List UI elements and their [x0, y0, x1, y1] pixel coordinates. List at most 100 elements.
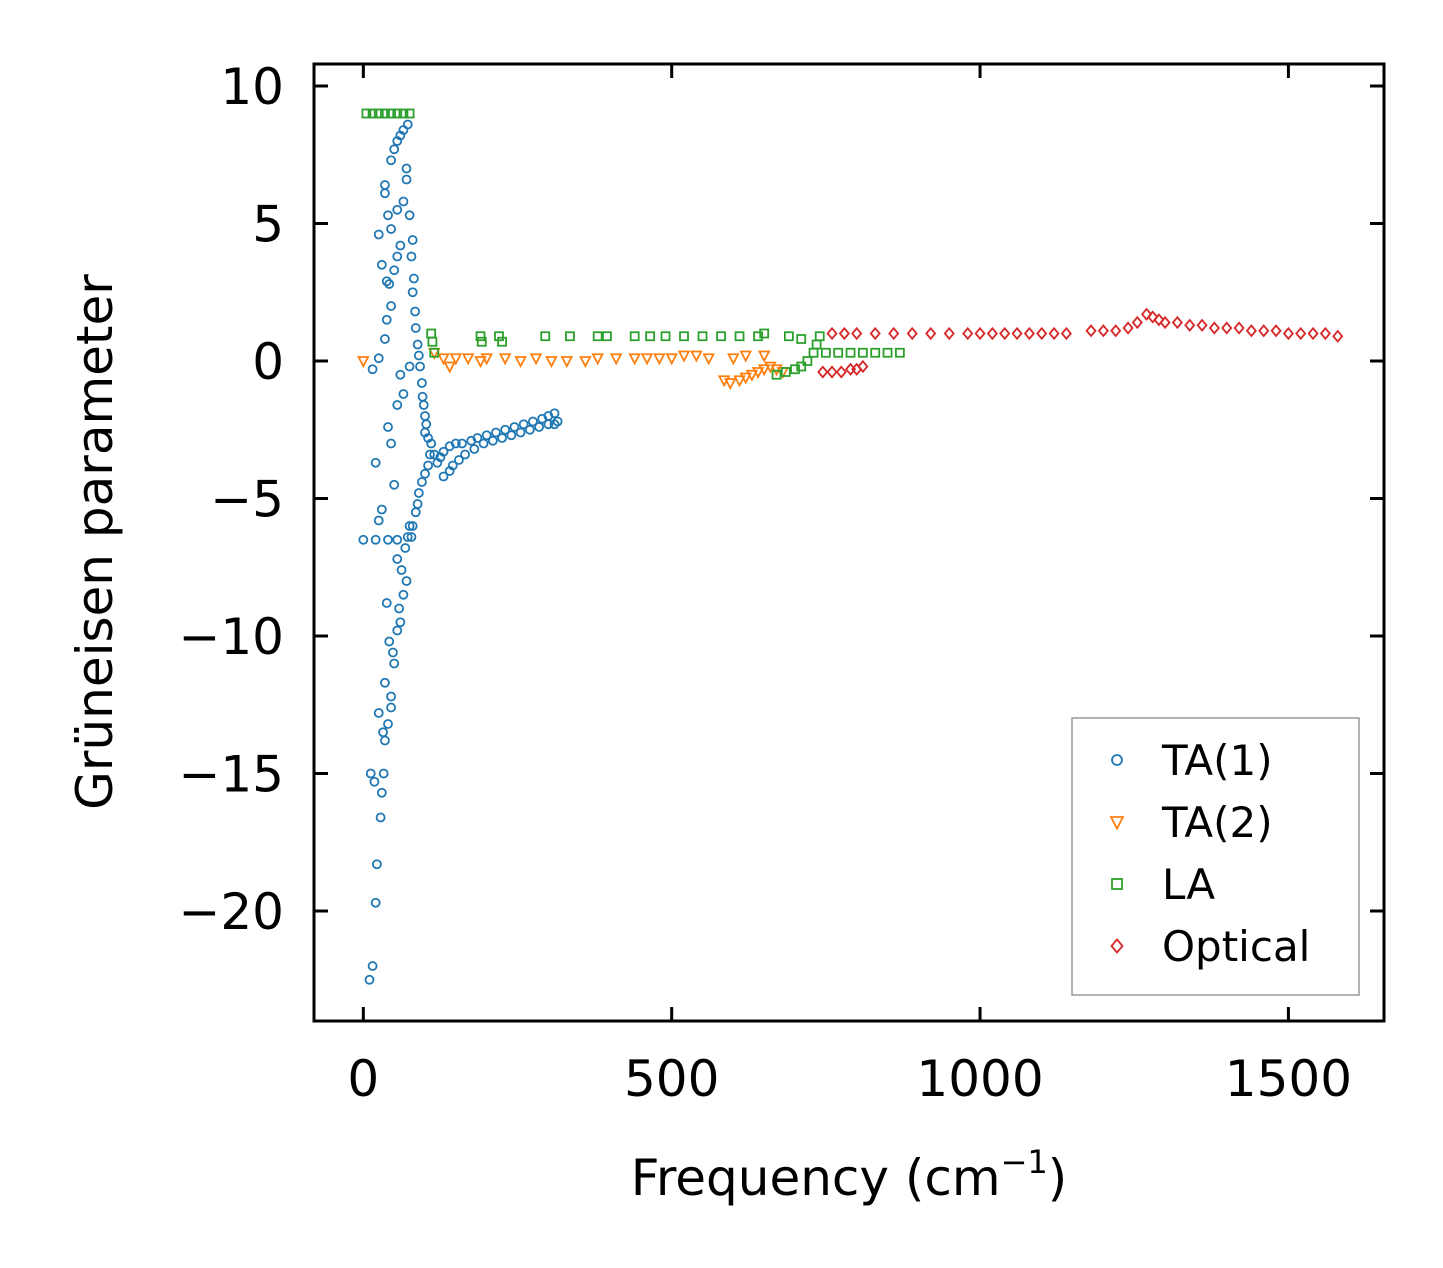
data-point: [640, 353, 654, 366]
data-point: [381, 598, 392, 608]
data-point: [753, 331, 763, 342]
data-point: [389, 658, 400, 669]
data-point: [1258, 324, 1270, 338]
data-point: [413, 488, 424, 498]
data-point: [367, 961, 378, 971]
axis-ticks: 0 500 1000 1500 10 5 0 −5 −10 −15 −20: [178, 58, 1384, 1108]
data-point: [476, 336, 487, 347]
data-point: [443, 361, 456, 374]
data-point: [780, 367, 791, 377]
data-point: [857, 347, 868, 358]
data-point: [447, 460, 458, 471]
y-tick-label: −20: [178, 883, 284, 941]
data-point: [1196, 318, 1208, 332]
data-point: [401, 163, 412, 174]
data-point: [1023, 326, 1035, 341]
data-point: [383, 534, 393, 545]
data-point: [437, 353, 450, 366]
data-point: [524, 424, 535, 435]
data-point: [543, 419, 554, 430]
data-point: [396, 565, 407, 575]
data-point: [427, 336, 438, 347]
data-point: [415, 361, 425, 372]
data-point: [404, 361, 415, 372]
data-point: [497, 336, 507, 347]
y-tick-label: −5: [210, 471, 284, 529]
data-point: [645, 331, 656, 342]
data-point: [401, 174, 412, 185]
data-point: [540, 331, 551, 342]
data-point: [426, 438, 437, 449]
data-point: [1097, 324, 1109, 338]
data-point: [534, 422, 545, 432]
data-point: [370, 534, 381, 545]
data-point: [407, 287, 418, 298]
data-point: [723, 378, 737, 391]
x-tick-label: 1500: [1225, 1050, 1352, 1108]
legend: TA(1) TA(2) LA Optical: [1071, 717, 1360, 996]
data-point: [383, 210, 393, 221]
data-point: [660, 331, 671, 342]
data-point: [395, 240, 406, 251]
data-point: [389, 479, 400, 490]
data-point: [796, 334, 807, 344]
data-point: [398, 389, 409, 399]
data-point: [376, 259, 387, 270]
data-point: [1147, 310, 1159, 324]
data-point: [378, 727, 388, 738]
data-point: [449, 353, 463, 366]
data-point: [392, 534, 403, 545]
data-point: [420, 468, 430, 479]
data-point: [518, 419, 529, 430]
data-point: [373, 353, 384, 364]
data-point: [894, 347, 905, 358]
data-point: [469, 444, 480, 454]
x-tick-label: 500: [624, 1050, 719, 1108]
data-point: [386, 438, 396, 449]
data-point: [870, 347, 881, 358]
data-point: [404, 210, 415, 221]
data-point: [380, 108, 390, 119]
data-point: [1011, 326, 1023, 341]
data-point: [835, 365, 847, 379]
data-point: [962, 326, 974, 341]
data-point: [771, 369, 782, 380]
data-point: [487, 435, 498, 446]
data-point: [817, 365, 829, 379]
data-point: [629, 331, 640, 342]
legend-marker: [1110, 938, 1124, 954]
data-point: [425, 449, 435, 460]
data-point: [528, 416, 538, 427]
legend-label: Optical: [1162, 922, 1310, 971]
data-point: [386, 155, 396, 166]
data-point: [474, 356, 487, 369]
data-point: [398, 108, 409, 119]
data-point: [796, 361, 807, 372]
data-point: [370, 457, 381, 468]
data-point: [802, 356, 813, 366]
data-point: [481, 430, 492, 441]
data-point: [406, 251, 417, 262]
data-point: [999, 326, 1011, 341]
data-point: [545, 356, 558, 369]
data-point: [381, 276, 392, 287]
legend-label: TA(1): [1161, 736, 1273, 785]
data-point: [609, 353, 623, 366]
data-point: [410, 323, 421, 333]
data-point: [450, 438, 461, 449]
data-point: [579, 356, 592, 369]
data-point: [702, 353, 715, 366]
data-point: [478, 438, 489, 449]
data-point: [751, 367, 765, 380]
data-point: [413, 350, 424, 361]
data-point: [392, 204, 403, 215]
data-point: [372, 859, 382, 870]
data-point: [838, 326, 850, 341]
data-point: [757, 364, 771, 377]
data-point: [665, 353, 678, 366]
data-point: [1270, 324, 1282, 338]
data-point: [380, 334, 390, 344]
data-point: [697, 331, 708, 342]
data-point: [404, 521, 415, 531]
x-tick-label: 1000: [916, 1050, 1043, 1108]
